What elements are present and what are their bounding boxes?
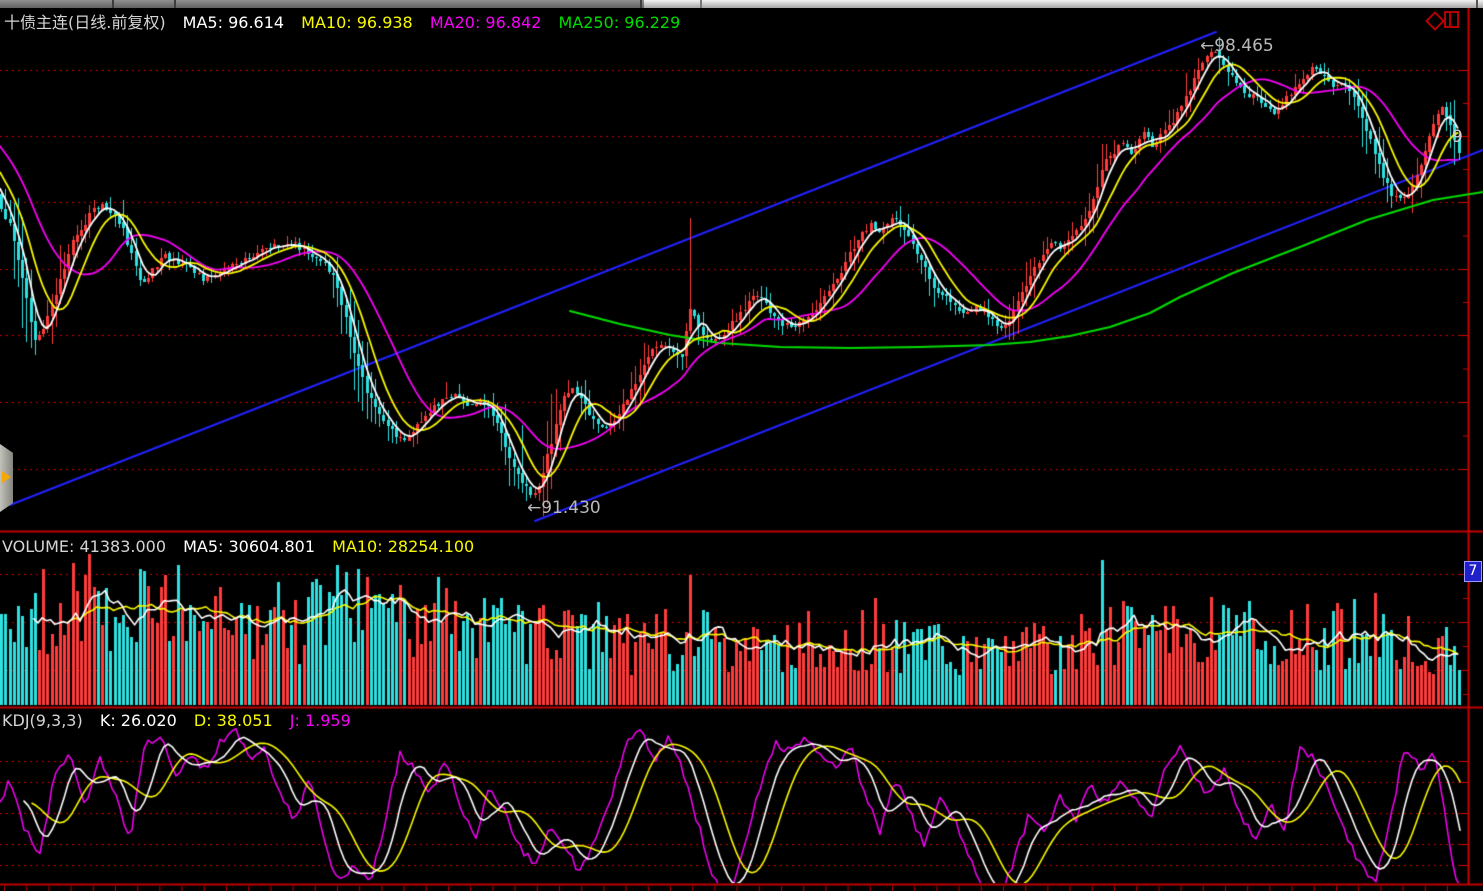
expand-arrow-icon — [2, 471, 11, 483]
ma20-readout: MA20: 96.842 — [429, 13, 542, 32]
instrument-title: 十债主连(日线.前复权) — [4, 13, 166, 32]
volume-ma5-readout: MA5: 30604.801 — [183, 537, 316, 556]
kdj-name: KDJ(9,3,3) — [2, 711, 83, 730]
toolbar-divider — [700, 0, 702, 8]
kdj-j-readout: J: 1.959 — [289, 711, 351, 730]
main-chart-header: 十债主连(日线.前复权) MA5: 96.614 MA10: 96.938 MA… — [4, 9, 692, 33]
toolbar-divider — [640, 0, 642, 8]
split-window-icon[interactable] — [1444, 11, 1459, 28]
volume-axis-badge: 7 — [1464, 561, 1482, 582]
toolbar-divider — [174, 0, 176, 8]
volume-panel-header: VOLUME: 41383.000 MA5: 30604.801 MA10: 2… — [2, 537, 486, 556]
low-price-annotation: ←91.430 — [527, 498, 601, 518]
volume-ma10-readout: MA10: 28254.100 — [332, 537, 475, 556]
high-price-annotation: ←98.465 — [1200, 36, 1274, 56]
ma250-readout: MA250: 96.229 — [558, 13, 681, 32]
ma10-readout: MA10: 96.938 — [301, 13, 413, 32]
split-window-icon-bar — [1449, 13, 1451, 26]
toolbar-divider — [1476, 0, 1478, 8]
toolbar-bottom-edge — [0, 0, 1483, 8]
last-price-label-clipped: 9 — [1452, 127, 1463, 147]
sidebar-expand-handle[interactable] — [0, 444, 13, 512]
ma5-readout: MA5: 96.614 — [182, 13, 285, 32]
volume-readout: VOLUME: 41383.000 — [2, 537, 166, 556]
kdj-panel-header: KDJ(9,3,3) K: 26.020 D: 38.051 J: 1.959 — [2, 711, 363, 730]
toolbar-left-segment — [0, 0, 644, 8]
kdj-d-readout: D: 38.051 — [193, 711, 273, 730]
kdj-k-readout: K: 26.020 — [99, 711, 177, 730]
toolbar-divider — [112, 0, 114, 8]
